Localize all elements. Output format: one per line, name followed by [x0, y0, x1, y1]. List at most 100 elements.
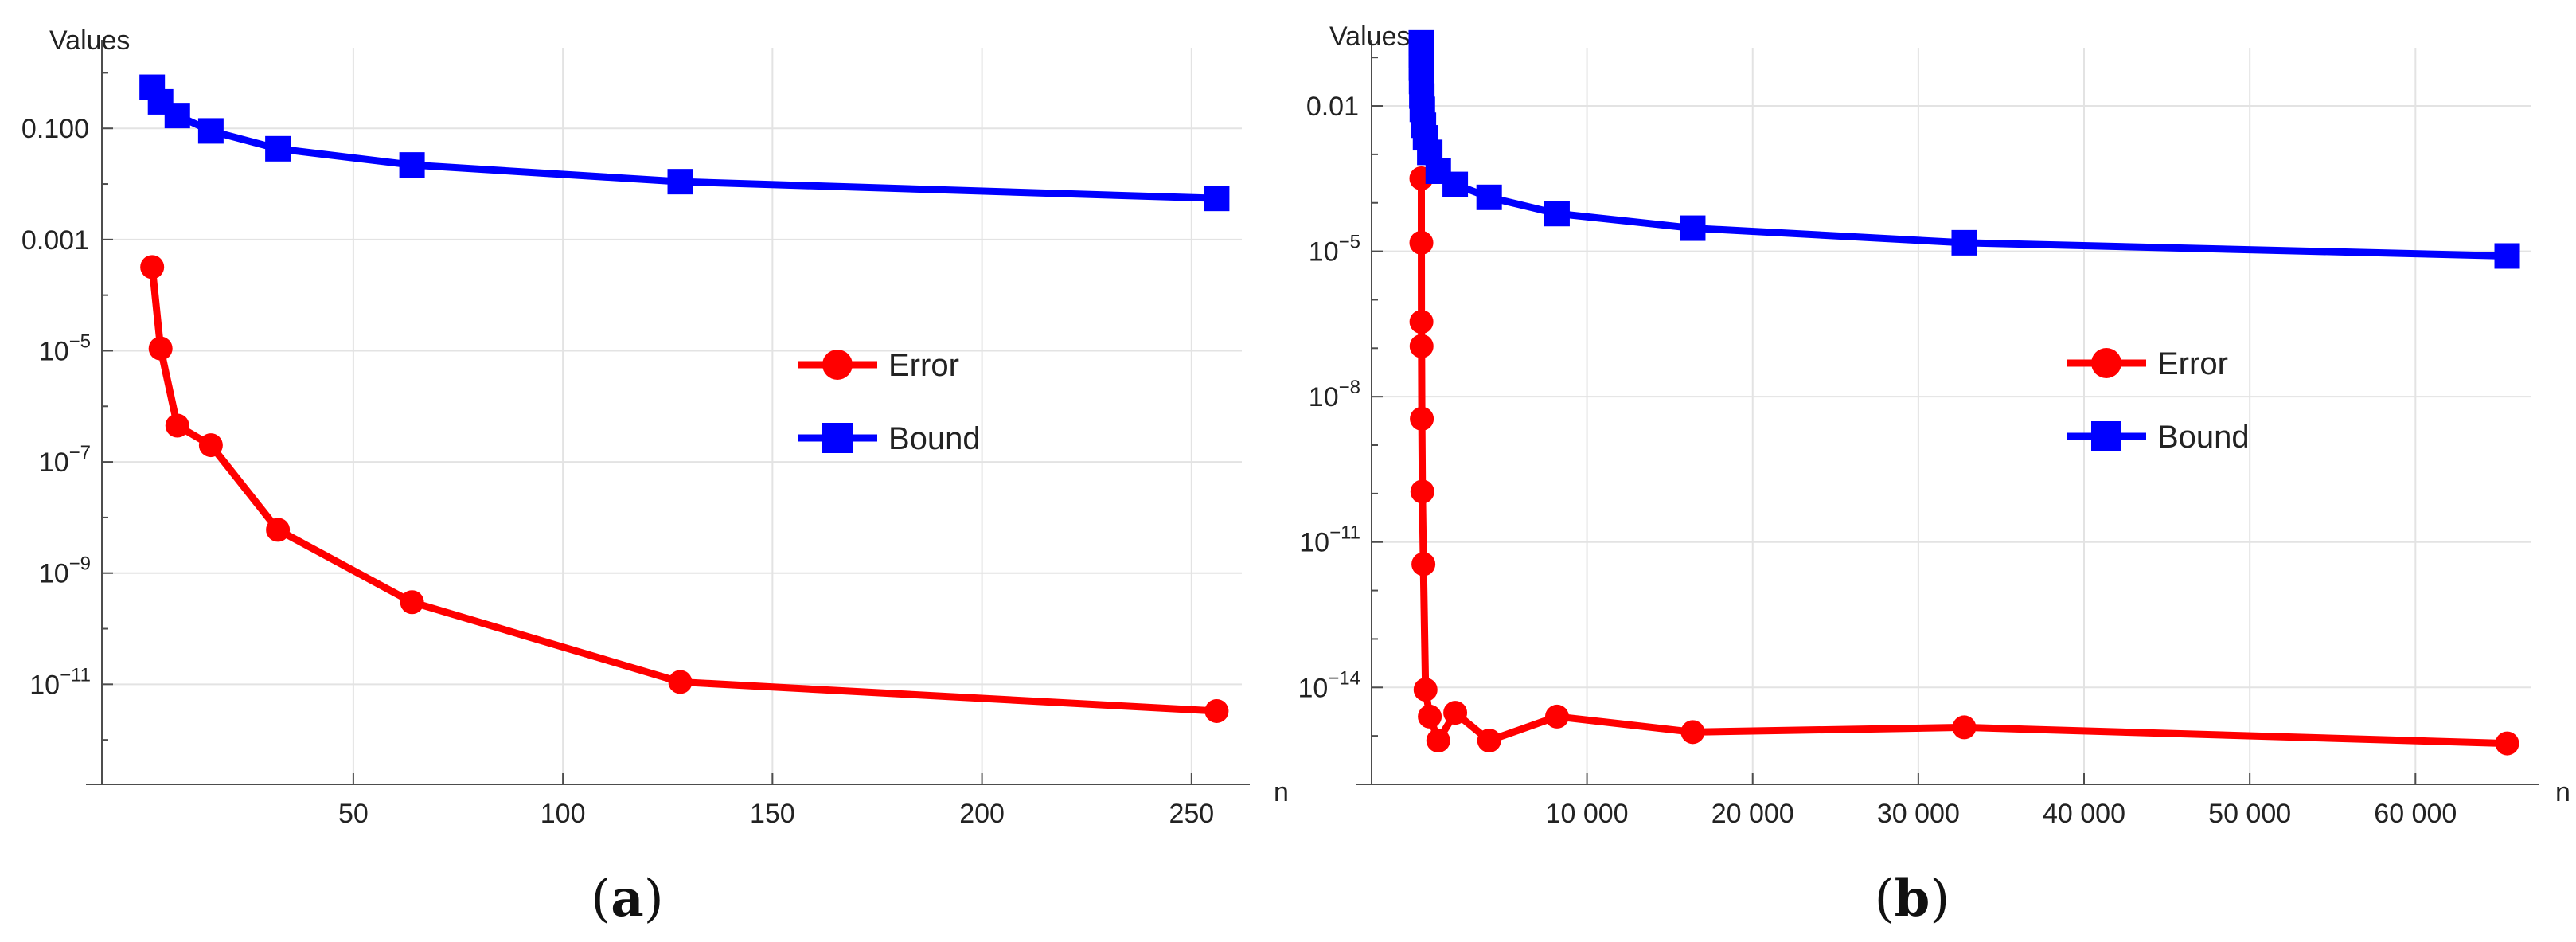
x-tick-label: 10 000	[1546, 799, 1629, 829]
data-point-bound	[2494, 243, 2520, 269]
y-tick-label-exponent: −14	[1328, 667, 1360, 689]
data-point-bound	[1476, 184, 1502, 210]
x-tick-label: 60 000	[2374, 799, 2457, 829]
data-point-error	[400, 590, 424, 615]
data-point-error	[140, 255, 165, 279]
data-point-bound	[1544, 201, 1570, 227]
data-point-error	[1409, 334, 1434, 358]
data-point-error	[1409, 230, 1434, 255]
data-point-error	[1426, 729, 1450, 753]
data-point-bound	[265, 135, 291, 162]
panel-caption-letter: b	[1895, 869, 1930, 928]
panel-caption-open: (	[1875, 870, 1895, 928]
data-point-bound	[1204, 186, 1230, 212]
y-tick-label: 10−9	[39, 553, 91, 589]
y-tick-label: 10−14	[1298, 667, 1360, 703]
data-point-error	[1477, 729, 1501, 753]
data-point-error	[668, 670, 693, 694]
x-axis-label: n	[2555, 777, 2570, 807]
chart-panel-b: 10 000 20 000 30 000 40 000 50 000 60 000 0.01…	[1298, 21, 2570, 928]
panel-caption: (a)	[591, 869, 663, 928]
data-point-error	[1413, 678, 1438, 702]
data-point-error	[1409, 310, 1434, 334]
y-tick-label-exponent: −8	[1339, 377, 1360, 398]
y-tick-label: 10−11	[29, 664, 91, 700]
x-tick-label: 250	[1169, 799, 1214, 829]
y-tick-label-base: 10	[1299, 528, 1329, 558]
data-point-error	[1410, 479, 1434, 504]
y-axis-label: Values	[1329, 21, 1410, 52]
data-point-error	[1204, 698, 1229, 723]
data-point-error	[148, 336, 173, 361]
x-tick-label: 30 000	[1877, 799, 1960, 829]
data-point-error	[2495, 731, 2519, 756]
legend: Error Bound	[798, 348, 981, 456]
y-tick-label: 10−7	[39, 442, 91, 478]
panel-caption-close: )	[644, 870, 664, 928]
data-point-error	[1410, 406, 1434, 431]
y-tick-label: 0.001	[21, 225, 89, 256]
series-line-error	[1417, 178, 2508, 748]
x-tick-label: 150	[750, 799, 795, 829]
data-point-bound	[1680, 215, 1706, 241]
data-point-bound	[399, 152, 425, 178]
data-point-error	[1680, 720, 1705, 745]
data-point-error	[1418, 704, 1442, 729]
y-tick-label-base: 10	[29, 670, 60, 700]
x-axis-label: n	[1274, 777, 1289, 807]
y-axis-label: Values	[49, 25, 130, 56]
data-point-bound	[197, 118, 224, 144]
x-tick-label: 100	[541, 799, 586, 829]
panel-caption-open: (	[591, 870, 611, 928]
data-point-bound	[164, 103, 190, 129]
y-tick-label-base: 10	[39, 448, 69, 478]
y-tick-label-exponent: −11	[60, 664, 91, 686]
legend-label-bound: Bound	[2157, 420, 2250, 455]
panel-caption-letter: a	[611, 869, 643, 928]
y-tick-label: 10−5	[1309, 232, 1360, 268]
y-tick-label: 0.01	[1306, 92, 1359, 122]
y-tick-label-exponent: −11	[1329, 522, 1360, 544]
x-tick-label: 200	[959, 799, 1005, 829]
legend-marker-error	[822, 350, 853, 380]
data-point-error	[1952, 715, 1977, 740]
legend: Error Bound	[2067, 346, 2250, 455]
panel-caption-close: )	[1930, 870, 1950, 928]
x-tick-label: 50 000	[2208, 799, 2291, 829]
data-point-error	[1443, 701, 1468, 725]
panel-caption: (b)	[1875, 869, 1950, 928]
data-point-error	[198, 433, 223, 458]
y-tick-label: 10−11	[1299, 522, 1360, 558]
y-tick-label: 10−5	[39, 330, 91, 366]
y-tick-label: 0.100	[21, 114, 89, 144]
series-line-bound	[1417, 42, 2508, 260]
data-point-error	[266, 518, 291, 542]
x-tick-label: 20 000	[1711, 799, 1794, 829]
y-tick-label-base: 10	[39, 559, 69, 589]
legend-label-error: Error	[2157, 346, 2228, 381]
y-tick-label-base: 10	[1309, 382, 1339, 412]
data-point-bound	[1951, 229, 1977, 256]
legend-label-error: Error	[888, 348, 959, 383]
legend-label-bound: Bound	[888, 421, 981, 456]
data-point-error	[1544, 704, 1569, 729]
x-tick-label: 50	[338, 799, 369, 829]
series-line-error	[148, 266, 1217, 715]
data-point-bound	[667, 169, 693, 195]
y-tick-label-exponent: −5	[1339, 232, 1360, 253]
x-tick-label: 40 000	[2043, 799, 2125, 829]
y-tick-label-base: 10	[39, 336, 69, 366]
y-tick-label: 10−8	[1309, 377, 1360, 412]
legend-marker-bound	[822, 423, 853, 453]
legend-marker-bound	[2091, 421, 2121, 451]
y-tick-label-base: 10	[1309, 237, 1339, 268]
y-tick-label-base: 10	[1298, 673, 1328, 703]
data-point-bound	[1442, 171, 1469, 197]
y-tick-label-exponent: −7	[69, 442, 91, 463]
chart-panel-a: 50 100 150 200 2500.1000.00110−510−710−910−1…	[21, 25, 1289, 928]
y-tick-label-exponent: −9	[69, 553, 91, 575]
y-tick-label-exponent: −5	[69, 330, 91, 352]
legend-marker-error	[2091, 348, 2121, 378]
data-point-error	[1411, 552, 1436, 577]
